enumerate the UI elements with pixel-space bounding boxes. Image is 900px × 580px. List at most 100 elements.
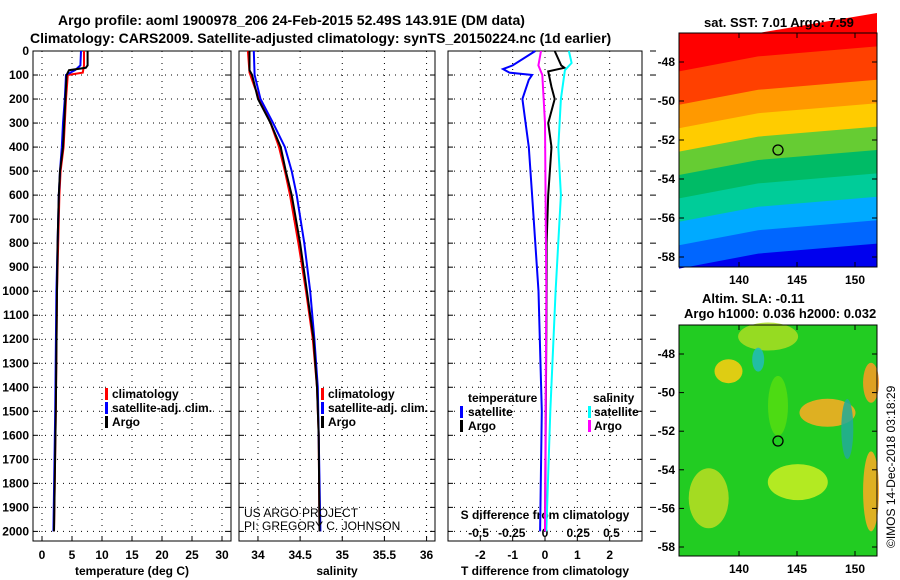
- x-tick-label: 34.5: [288, 548, 312, 562]
- legend-swatch: [105, 416, 108, 428]
- y-tick-label: 1500: [2, 404, 29, 418]
- imos-watermark: ©IMOS 14-Dec-2018 03:18:29: [884, 385, 898, 548]
- legend-label: satellite-adj. clim.: [112, 401, 212, 415]
- series-line-s-satellite: [545, 50, 573, 532]
- sla-anomaly: [799, 398, 856, 427]
- x-tick-label: 0: [542, 548, 549, 562]
- y-tick-label: 100: [9, 68, 29, 82]
- argo-position-marker: [772, 144, 784, 156]
- legend-label: satellite: [594, 405, 639, 419]
- s-tick-label: 0.5: [603, 526, 620, 540]
- x-tick-label: 5: [69, 548, 76, 562]
- x-tick-label: 34: [251, 548, 265, 562]
- series-line-s-argo: [537, 50, 548, 532]
- legend-label: satellite: [468, 405, 513, 419]
- x-tick-label: 25: [185, 548, 199, 562]
- sla-map-frame: [678, 324, 878, 557]
- legend-label: Argo: [112, 415, 140, 429]
- map-x-tick-label: 150: [845, 562, 865, 576]
- credit-line-2: PI: GREGORY C. JOHNSON: [244, 519, 401, 533]
- sst-map-title: sat. SST: 7.01 Argo: 7.59: [704, 15, 854, 30]
- map-x-tick-label: 140: [729, 562, 749, 576]
- x-tick-label: 0: [39, 548, 46, 562]
- legend-swatch: [105, 388, 108, 400]
- x-tick-label: 35: [336, 548, 350, 562]
- y-tick-label: 200: [9, 92, 29, 106]
- series-line-argo: [53, 51, 89, 532]
- s-tick-label: 0.25: [567, 526, 591, 540]
- map-y-tick-label: -54: [658, 172, 676, 186]
- map-y-tick-label: -52: [658, 424, 676, 438]
- y-tick-label: 1800: [2, 476, 29, 490]
- sla-anomaly: [767, 464, 828, 501]
- sla-anomaly: [863, 451, 880, 532]
- map-y-tick-label: -48: [658, 347, 676, 361]
- x-tick-label: 36: [420, 548, 434, 562]
- x-tick-label: -1: [507, 548, 518, 562]
- legend-swatch: [105, 402, 108, 414]
- sla-anomaly: [714, 359, 743, 384]
- s-tick-label: -0.5: [468, 526, 489, 540]
- map-x-tick-label: 140: [729, 273, 749, 287]
- sla-anomaly: [841, 398, 854, 459]
- map-y-tick-label: -50: [658, 386, 676, 400]
- sst-band: [679, 243, 877, 269]
- sla-map-title-1: Altim. SLA: -0.11: [702, 291, 805, 306]
- legend-swatch: [588, 420, 591, 432]
- legend-swatch: [321, 388, 324, 400]
- legend-swatch: [321, 416, 324, 428]
- map-y-tick-label: -58: [658, 540, 676, 554]
- legend-label: satellite-adj. clim.: [328, 401, 428, 415]
- map-x-tick-label: 145: [787, 562, 807, 576]
- map-x-tick-label: 145: [787, 273, 807, 287]
- map-y-tick-label: -50: [658, 94, 676, 108]
- y-tick-label: 800: [9, 236, 29, 250]
- y-tick-label: 1700: [2, 452, 29, 466]
- legend-label: Argo: [468, 419, 496, 433]
- y-tick-label: 2000: [2, 524, 29, 538]
- y-tick-label: 1100: [3, 308, 29, 322]
- x-tick-label: 10: [95, 548, 109, 562]
- credit-line-1: US ARGO PROJECT: [244, 506, 359, 520]
- sla-anomaly: [752, 347, 765, 372]
- x-tick-label: 2: [606, 548, 613, 562]
- legend-swatch: [460, 420, 463, 432]
- map-y-tick-label: -52: [658, 133, 676, 147]
- sla-map-title-2: Argo h1000: 0.036 h2000: 0.032: [684, 306, 877, 321]
- map-y-tick-label: -56: [658, 501, 676, 515]
- legend-label: climatology: [112, 387, 179, 401]
- x-tick-label: -2: [475, 548, 486, 562]
- y-tick-label: 1200: [2, 332, 29, 346]
- x-axis-label: temperature (deg C): [75, 564, 189, 578]
- y-tick-label: 700: [9, 212, 29, 226]
- y-tick-label: 600: [9, 188, 29, 202]
- s-tick-label: -0.25: [498, 526, 526, 540]
- legend-swatch: [460, 406, 463, 418]
- legend-title-temperature: temperature: [468, 391, 538, 405]
- sla-anomaly: [688, 468, 729, 529]
- legend-title-salinity: salinity: [593, 391, 635, 405]
- map-y-tick-label: -58: [658, 250, 676, 264]
- map-x-tick-label: 150: [845, 273, 865, 287]
- x-tick-label: 30: [215, 548, 229, 562]
- sla-anomaly: [768, 375, 788, 436]
- legend-label: Argo: [328, 415, 356, 429]
- title-line-1: Argo profile: aoml 1900978_206 24-Feb-20…: [58, 12, 525, 28]
- map-y-tick-label: -48: [658, 55, 676, 69]
- x-tick-label: 1: [574, 548, 581, 562]
- x-tick-label: 15: [125, 548, 139, 562]
- y-tick-label: 1300: [2, 356, 29, 370]
- legend-label: Argo: [594, 419, 622, 433]
- y-tick-label: 300: [9, 116, 29, 130]
- y-tick-label: 1900: [2, 500, 29, 514]
- map-y-tick-label: -54: [658, 463, 676, 477]
- x-tick-label: 35.5: [373, 548, 397, 562]
- title-line-2: Climatology: CARS2009. Satellite-adjuste…: [30, 30, 612, 46]
- y-tick-label: 1000: [2, 284, 29, 298]
- y-tick-label: 400: [9, 140, 29, 154]
- x-tick-label: 20: [155, 548, 169, 562]
- legend-swatch: [321, 402, 324, 414]
- series-line-argo: [248, 51, 321, 532]
- series-line-t-satellite: [500, 50, 543, 532]
